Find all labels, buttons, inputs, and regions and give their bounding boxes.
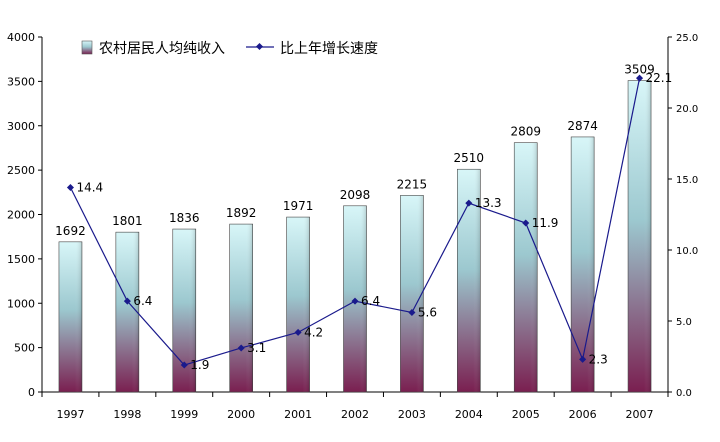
growth-value-label: 3.1 [247,341,266,355]
legend: 农村居民人均纯收入 比上年增长速度 [81,40,378,57]
right-y-tick-label: 0.0 [676,388,692,399]
growth-value-label: 22.1 [646,71,673,85]
growth-point [66,183,74,192]
growth-value-label: 2.3 [589,352,608,366]
x-tick-label: 2005 [512,408,540,421]
income-bar-value-label: 2809 [510,125,541,139]
x-tick-label: 2000 [227,408,255,421]
legend-bar-label: 农村居民人均纯收入 [99,41,225,57]
left-y-tick-label: 2500 [7,164,35,177]
growth-point [636,74,644,82]
right-y-axis-ticks: 0.0 5.0 10.0 15.0 20.0 25.0 [668,33,698,399]
left-y-tick-label: 2000 [7,209,35,222]
line-labels: 14.4 6.4 1.9 3.1 4.2 6.4 5.6 13.3 11.9 2.3 22.1 [76,71,672,372]
income-bar-value-label: 2510 [454,151,485,165]
growth-value-label: 5.6 [418,305,437,319]
legend-bar-swatch [81,40,93,55]
x-tick-label: 2006 [569,408,597,421]
legend-line-label: 比上年增长速度 [280,41,378,57]
bar-labels: 1692 1801 1836 1892 1971 2098 2215 2510 2809 2874… [55,63,655,238]
growth-point [294,328,302,336]
left-y-tick-label: 3500 [7,75,35,88]
growth-value-label: 13.3 [475,196,502,210]
right-y-tick-label: 25.0 [676,33,698,44]
growth-value-label: 6.4 [361,294,380,308]
income-bar-value-label: 3509 [624,63,655,77]
right-y-tick-label: 10.0 [676,246,698,257]
growth-line-series [66,74,644,369]
income-bar-shade [115,232,139,392]
x-tick-label: 2003 [398,408,426,421]
income-bar-value-label: 2098 [340,188,371,202]
income-bar-value-label: 1892 [226,206,257,220]
growth-value-label: 1.9 [190,358,209,372]
growth-point [123,297,131,305]
left-y-tick-label: 1000 [7,297,35,310]
growth-point [180,361,188,369]
x-tick-label: 2002 [341,408,369,421]
income-bar-value-label: 2874 [567,119,598,133]
income-bar-value-label: 1836 [169,211,200,225]
x-tick-label: 2007 [626,408,654,421]
growth-point [465,199,473,207]
income-bar-shade [628,80,652,393]
x-tick-label: 2004 [455,408,483,421]
bars [58,80,652,393]
x-axis-ticks: 1997 1998 1999 2000 2001 2002 2003 2004 2005 2006… [41,392,669,421]
growth-value-label: 6.4 [133,294,152,308]
income-bar-shade [400,195,424,392]
left-y-axis-ticks: 0 500 1000 1500 2000 2500 3000 3500 4000 [7,31,42,399]
right-y-tick-label: 20.0 [676,104,698,115]
growth-point [237,344,245,352]
left-y-tick-label: 0 [28,386,35,399]
right-y-tick-label: 5.0 [676,317,692,328]
x-tick-label: 1998 [113,408,141,421]
growth-point [408,308,416,317]
growth-value-label: 14.4 [76,181,103,195]
legend-line-marker [255,42,264,51]
income-bar-shade [229,224,253,392]
growth-point [579,355,587,363]
x-tick-label: 2001 [284,408,312,421]
income-bar-value-label: 1692 [55,224,86,238]
growth-value-label: 4.2 [304,325,323,339]
growth-point [522,219,530,227]
income-bar-shade [457,169,481,392]
x-tick-label: 1999 [170,408,198,421]
growth-point [351,297,359,305]
left-y-tick-label: 4000 [7,31,35,44]
right-y-tick-label: 15.0 [676,175,698,186]
income-bar-value-label: 1971 [283,199,314,213]
income-bar-shade [514,142,538,392]
income-bar-shade [58,241,82,392]
income-bar-shade [172,229,196,392]
left-y-tick-label: 3000 [7,120,35,133]
income-bar-shade [286,217,310,392]
income-bar-value-label: 2215 [397,177,428,191]
left-y-tick-label: 500 [14,342,35,355]
growth-value-label: 11.9 [532,216,559,230]
x-tick-label: 1997 [56,408,84,421]
income-bar-value-label: 1801 [112,214,143,228]
left-y-tick-label: 1500 [7,253,35,266]
